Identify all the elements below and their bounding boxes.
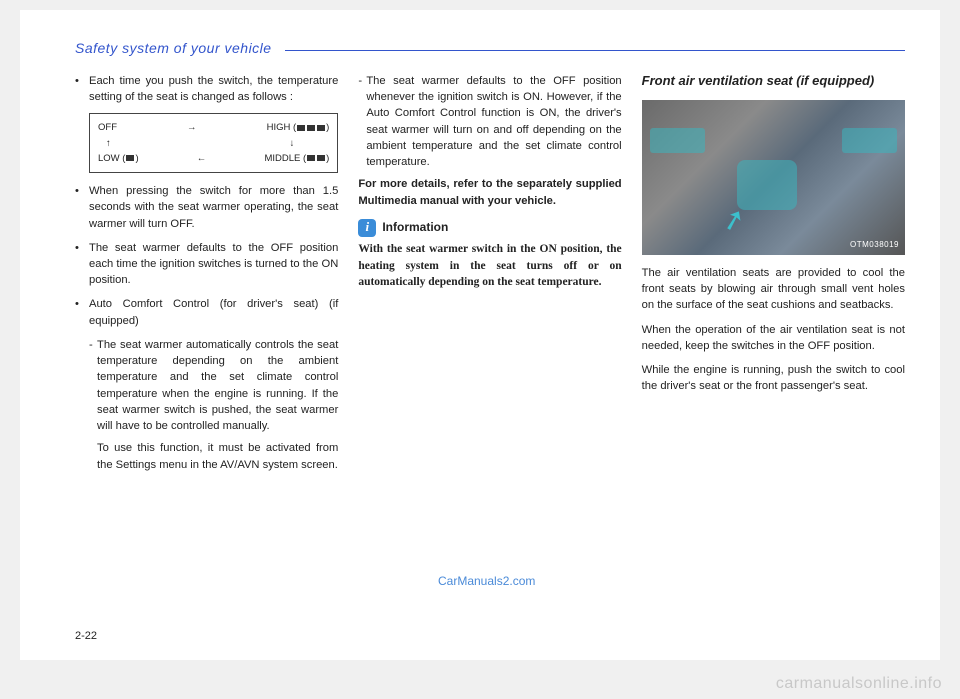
bullet-item: • When pressing the switch for more than…	[75, 183, 338, 232]
bullet-mark: •	[75, 296, 89, 328]
arrow-down-icon: ↓	[290, 136, 330, 151]
arrow-right-icon: →	[187, 120, 197, 135]
sub-text: The seat warmer automatically controls t…	[97, 337, 338, 434]
arrow-up-icon: ↑	[98, 136, 111, 151]
sub-text-cont: To use this function, it must be activat…	[75, 440, 338, 472]
bullet-mark: •	[75, 183, 89, 232]
cycle-off: OFF	[98, 120, 117, 135]
cycle-row-top: OFF → HIGH ()	[98, 120, 329, 135]
manual-page: Safety system of your vehicle • Each tim…	[20, 10, 940, 660]
photo-code: OTM038019	[850, 239, 899, 251]
bullet-text: Auto Comfort Control (for driver's seat)…	[89, 296, 338, 328]
bullet-text: The seat warmer defaults to the OFF posi…	[89, 240, 338, 289]
page-number: 2-22	[75, 630, 97, 642]
header-title: Safety system of your vehicle	[75, 40, 280, 56]
page-header: Safety system of your vehicle	[75, 40, 905, 51]
column-3: Front air ventilation seat (if equipped)…	[642, 73, 905, 481]
body-paragraph: When the operation of the air ventilatio…	[642, 322, 905, 354]
dash-mark: -	[89, 337, 97, 434]
dash-mark: -	[358, 73, 366, 170]
highlight-center	[737, 160, 797, 210]
watermark-carmanualsonline: carmanualsonline.info	[776, 675, 942, 693]
bullet-text: When pressing the switch for more than 1…	[89, 183, 338, 232]
info-icon: i	[358, 219, 376, 237]
temperature-cycle-diagram: OFF → HIGH () ↑ ↓ LOW () ← MIDDLE ()	[89, 113, 338, 173]
bullet-text: Each time you push the switch, the tempe…	[89, 73, 338, 105]
arrow-left-icon: ←	[197, 151, 207, 166]
sub-item: - The seat warmer automatically controls…	[75, 337, 338, 434]
body-paragraph: The air ventilation seats are provided t…	[642, 265, 905, 314]
cycle-middle: MIDDLE ()	[264, 151, 329, 166]
bullet-mark: •	[75, 73, 89, 105]
content-columns: • Each time you push the switch, the tem…	[75, 73, 905, 481]
cycle-row-bottom: LOW () ← MIDDLE ()	[98, 151, 329, 166]
highlight-right	[842, 128, 897, 153]
info-body: With the seat warmer switch in the ON po…	[358, 241, 621, 291]
column-2: - The seat warmer defaults to the OFF po…	[358, 73, 621, 481]
bullet-item: • Each time you push the switch, the tem…	[75, 73, 338, 105]
cycle-row-mid: ↑ ↓	[98, 136, 329, 151]
body-paragraph: While the engine is running, push the sw…	[642, 362, 905, 394]
bullet-mark: •	[75, 240, 89, 289]
cycle-low: LOW ()	[98, 151, 139, 166]
cycle-high: HIGH ()	[267, 120, 330, 135]
bullet-item: • Auto Comfort Control (for driver's sea…	[75, 296, 338, 328]
watermark-carmanuals2: CarManuals2.com	[438, 574, 535, 588]
bold-reference: For more details, refer to the separatel…	[358, 176, 621, 208]
info-title: Information	[382, 219, 448, 236]
sub-item: - The seat warmer defaults to the OFF po…	[358, 73, 621, 170]
info-header: i Information	[358, 219, 621, 237]
highlight-left	[650, 128, 705, 153]
bullet-item: • The seat warmer defaults to the OFF po…	[75, 240, 338, 289]
section-title: Front air ventilation seat (if equipped)	[642, 73, 905, 90]
sub-text: The seat warmer defaults to the OFF posi…	[366, 73, 621, 170]
column-1: • Each time you push the switch, the tem…	[75, 73, 338, 481]
ventilation-seat-photo: ➚ OTM038019	[642, 100, 905, 255]
header-rule	[285, 50, 905, 51]
